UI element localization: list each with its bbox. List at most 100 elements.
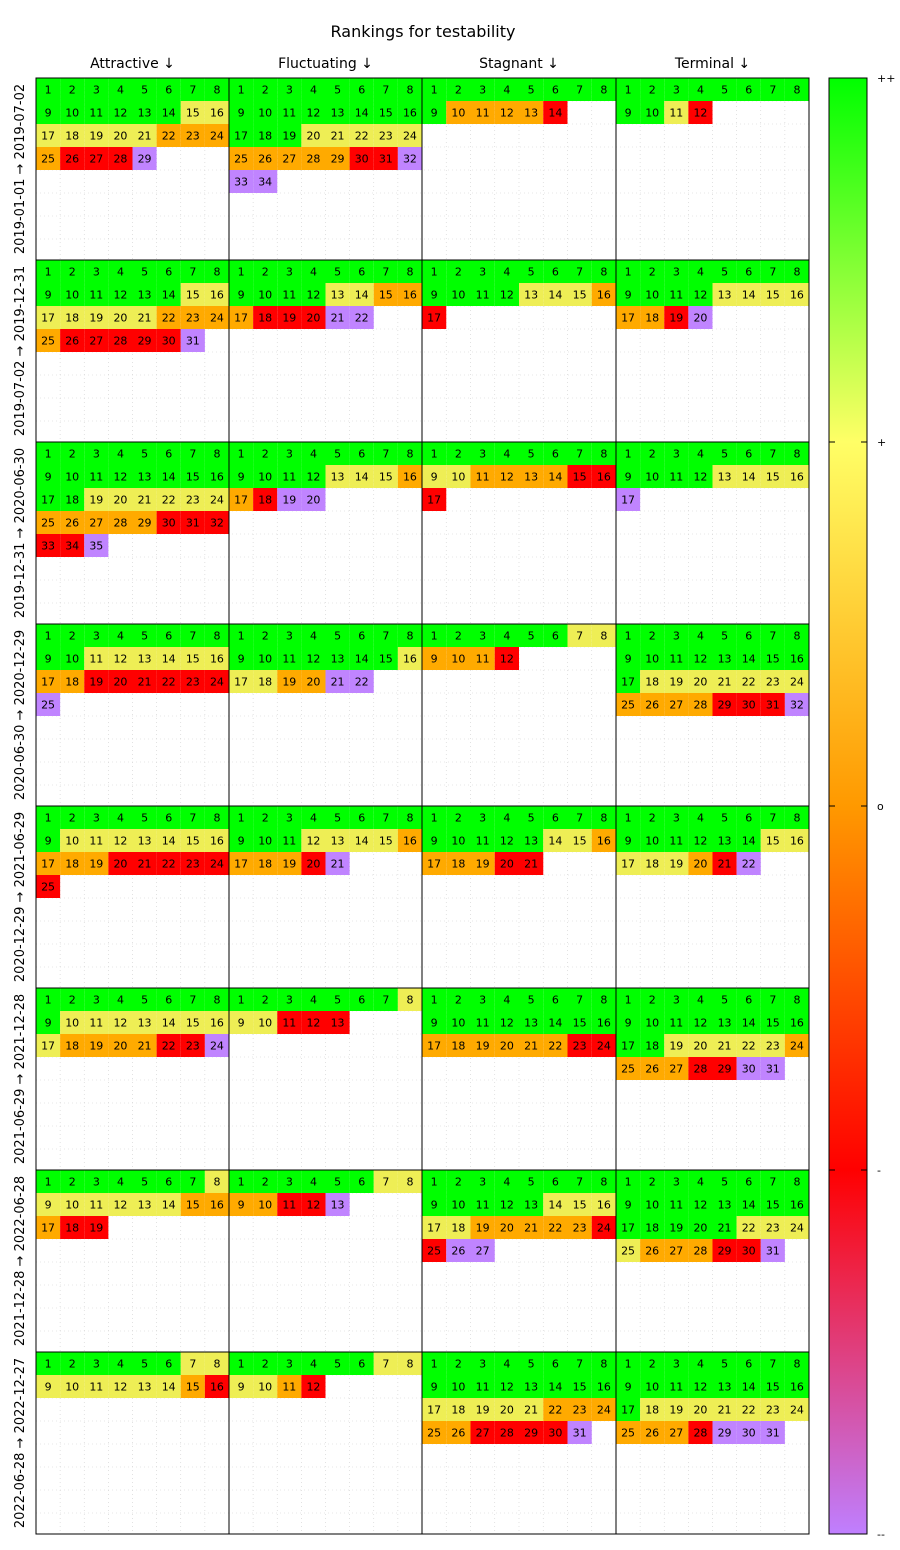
rank-label: 3: [93, 84, 100, 97]
rank-cell: 5: [132, 806, 157, 829]
rank-cell-fill: [736, 1034, 761, 1057]
rank-cell-fill: [494, 101, 519, 124]
rank-cell-fill: [712, 442, 737, 465]
rank-cell-fill: [688, 1421, 713, 1444]
rank-label: 3: [93, 994, 100, 1007]
rank-label: 18: [645, 1404, 659, 1417]
rank-cell: 25: [616, 1421, 641, 1444]
rank-label: 32: [790, 699, 804, 712]
rank-cell-fill: [108, 306, 133, 329]
rank-label: 8: [213, 1176, 220, 1189]
rank-label: 15: [573, 1199, 587, 1212]
rank-cell-fill: [664, 1239, 689, 1262]
column-headers: Attractive ↓ Fluctuating ↓ Stagnant ↓ Termi…: [90, 56, 750, 72]
rank-label: 7: [189, 266, 196, 279]
rank-label: 1: [431, 1358, 438, 1371]
rank-label: 23: [573, 1222, 587, 1235]
rank-label: 3: [479, 266, 486, 279]
rank-cell: 7: [567, 78, 592, 101]
rank-cell-fill: [253, 647, 278, 670]
rank-cell-fill: [494, 624, 519, 647]
rank-cell-fill: [640, 988, 665, 1011]
rank-cell-fill: [712, 1034, 737, 1057]
rank-cell: 10: [60, 101, 85, 124]
rank-cell-fill: [784, 465, 809, 488]
rank-label: 31: [766, 1063, 780, 1076]
rank-cell-fill: [567, 283, 592, 306]
rank-cell: 13: [132, 283, 157, 306]
rank-cell: 8: [591, 1352, 616, 1375]
rank-cell: 10: [253, 1193, 278, 1216]
rank-label: 2: [455, 630, 462, 643]
rank-label: 33: [234, 176, 248, 189]
rank-cell-fill: [422, 1375, 447, 1398]
rank-cell: 15: [760, 1011, 785, 1034]
rank-cell: 23: [373, 124, 398, 147]
rank-label: 1: [625, 812, 632, 825]
rank-cell-fill: [108, 329, 133, 352]
rank-label: 13: [718, 653, 732, 666]
rank-cell-fill: [277, 852, 302, 875]
rank-label: 12: [500, 107, 514, 120]
rank-label: 19: [669, 858, 683, 871]
rank-cell: 10: [253, 101, 278, 124]
rank-cell: 16: [784, 283, 809, 306]
rank-label: 3: [479, 994, 486, 1007]
rank-label: 24: [597, 1404, 611, 1417]
rank-label: 19: [476, 1404, 490, 1417]
rank-cell: 1: [229, 988, 254, 1011]
rank-label: 2: [649, 266, 656, 279]
rank-label: 19: [282, 676, 296, 689]
rank-label: 1: [431, 84, 438, 97]
rank-cell: 3: [664, 1170, 689, 1193]
rank-cell: 24: [591, 1034, 616, 1057]
rank-cell-fill: [760, 78, 785, 101]
rank-cell-fill: [156, 647, 181, 670]
rank-cell-fill: [446, 1375, 471, 1398]
rank-cell: 9: [422, 1375, 447, 1398]
rank-label: 7: [576, 1358, 583, 1371]
rank-cell: 5: [712, 442, 737, 465]
rank-cell-fill: [543, 1375, 568, 1398]
rank-cell: 4: [688, 624, 713, 647]
rank-cell-fill: [277, 1170, 302, 1193]
rank-label: 1: [625, 994, 632, 1007]
rank-label: 21: [524, 858, 538, 871]
rank-cell: 24: [784, 670, 809, 693]
rank-cell: 31: [180, 329, 205, 352]
rank-cell: 21: [519, 1398, 544, 1421]
rank-cell-fill: [688, 647, 713, 670]
rank-cell: 29: [325, 147, 350, 170]
rank-cell-fill: [229, 78, 254, 101]
rank-cell: 11: [470, 1011, 495, 1034]
rank-cell-fill: [84, 988, 109, 1011]
rank-cell: 14: [156, 283, 181, 306]
rank-cell: 4: [301, 988, 326, 1011]
rank-cell: 3: [277, 806, 302, 829]
rank-label: 5: [528, 84, 535, 97]
rank-cell: 20: [494, 1398, 519, 1421]
rank-cell: 21: [712, 1034, 737, 1057]
rank-label: 14: [742, 1199, 756, 1212]
rank-cell: 13: [132, 465, 157, 488]
rank-cell-fill: [277, 306, 302, 329]
rank-label: 18: [258, 858, 272, 871]
rank-label: 5: [528, 812, 535, 825]
rank-cell: 13: [325, 101, 350, 124]
rank-label: 3: [286, 84, 293, 97]
rank-cell-fill: [712, 1421, 737, 1444]
rank-cell: 4: [688, 806, 713, 829]
rank-cell-fill: [736, 283, 761, 306]
rank-cell-fill: [373, 147, 398, 170]
rank-label: 21: [138, 312, 152, 325]
rank-label: 7: [382, 1176, 389, 1189]
rank-cell: 24: [204, 1034, 229, 1057]
rank-label: 13: [138, 1199, 152, 1212]
rank-label: 8: [213, 630, 220, 643]
rank-cell-fill: [470, 1170, 495, 1193]
rank-label: 20: [306, 676, 320, 689]
rank-cell: 7: [760, 1170, 785, 1193]
rank-cell: 1: [229, 260, 254, 283]
rank-label: 26: [451, 1427, 465, 1440]
rank-label: 7: [769, 84, 776, 97]
